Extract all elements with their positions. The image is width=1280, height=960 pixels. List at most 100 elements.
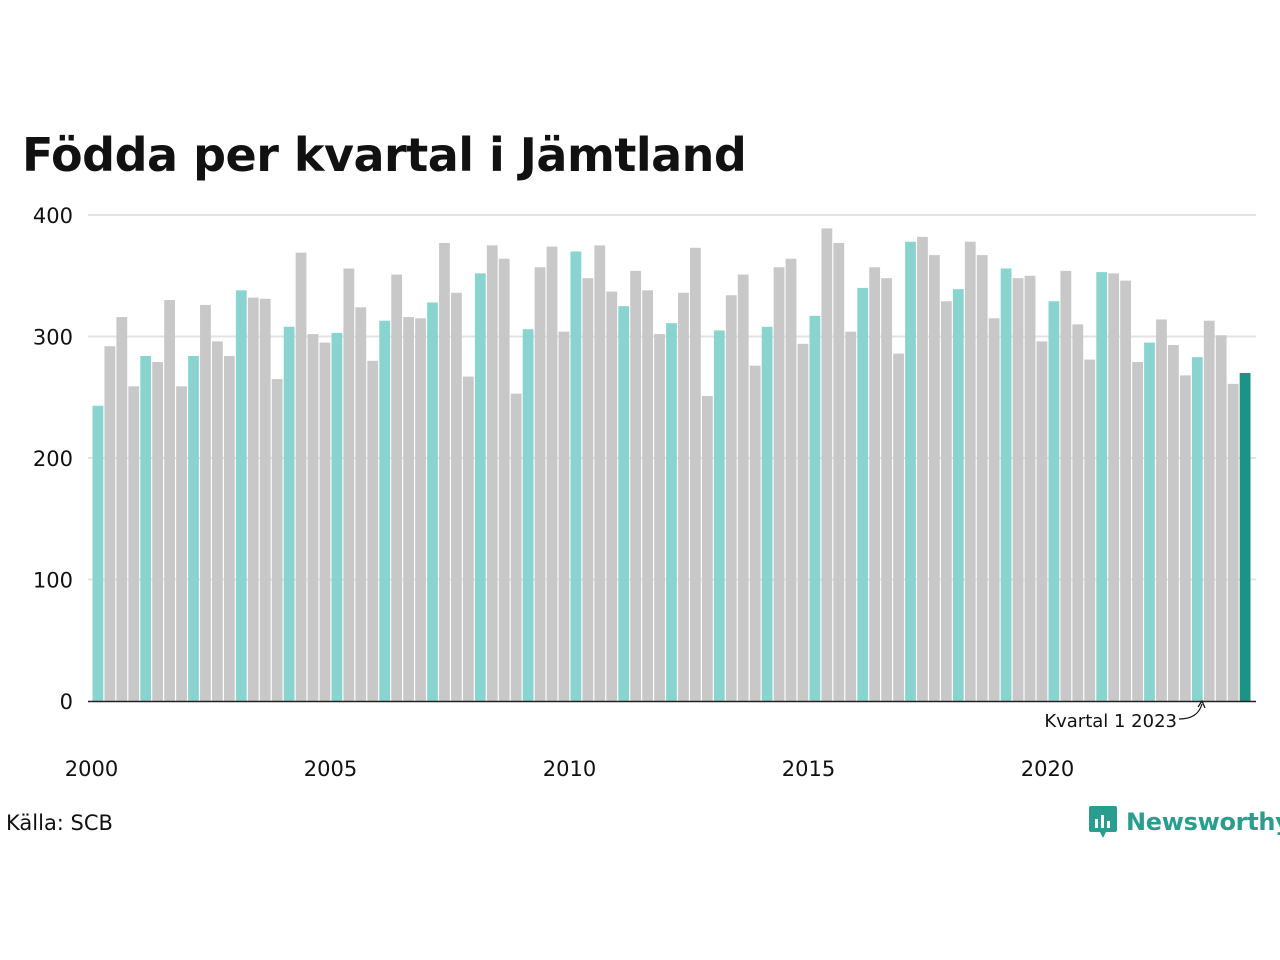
bar — [427, 302, 438, 701]
bar — [546, 246, 558, 701]
bar — [857, 287, 869, 701]
bar — [701, 396, 713, 701]
bar — [1048, 301, 1060, 701]
x-tick-label: 2000 — [65, 757, 118, 781]
bar — [606, 291, 618, 701]
bar — [164, 300, 175, 701]
bar — [1203, 320, 1215, 701]
y-tick-label: 300 — [33, 326, 73, 350]
chart-title: Födda per kvartal i Jämtland — [22, 128, 747, 182]
y-tick-label: 100 — [33, 569, 73, 593]
bar — [486, 245, 498, 702]
bar — [713, 330, 725, 701]
bar — [797, 343, 809, 701]
bar — [439, 242, 450, 701]
bar — [295, 252, 307, 702]
bar — [283, 326, 295, 701]
bar — [917, 236, 928, 701]
bar — [355, 307, 367, 701]
bar — [654, 334, 665, 701]
source-note: Källa: SCB — [6, 811, 113, 835]
bar — [235, 290, 247, 701]
bar — [522, 329, 534, 701]
bar — [1120, 280, 1131, 701]
bar — [833, 242, 845, 701]
bar — [642, 290, 653, 701]
bar — [1156, 319, 1167, 701]
bar — [809, 315, 821, 701]
bar — [1000, 268, 1012, 701]
bar — [1060, 270, 1072, 701]
bar — [379, 320, 391, 701]
bar — [737, 274, 749, 701]
bar — [1108, 273, 1120, 701]
bar — [212, 341, 223, 701]
bar — [1191, 357, 1203, 701]
bar — [1084, 359, 1096, 701]
bar — [905, 241, 916, 702]
bar — [403, 317, 414, 701]
bar — [1024, 275, 1036, 701]
bar — [1168, 345, 1179, 701]
x-tick-label: 2010 — [543, 757, 596, 781]
bar — [307, 334, 319, 701]
bar — [881, 278, 892, 701]
bar — [1239, 372, 1251, 701]
bar — [1096, 272, 1108, 701]
bar — [952, 289, 964, 701]
bar — [594, 245, 606, 702]
bar — [761, 326, 773, 701]
bar — [666, 323, 677, 701]
bar — [869, 267, 881, 701]
bar — [128, 386, 140, 701]
bar — [116, 317, 128, 701]
bar — [474, 273, 486, 701]
bar — [188, 355, 199, 701]
bar — [618, 306, 630, 702]
bar — [140, 355, 152, 701]
bar — [940, 301, 952, 701]
bar — [570, 251, 582, 701]
bar — [929, 255, 940, 701]
bar — [367, 360, 379, 701]
bar — [1144, 342, 1155, 701]
bar — [1036, 341, 1048, 701]
bar — [534, 267, 546, 701]
bar — [331, 332, 343, 701]
bar — [1012, 278, 1024, 701]
bar — [259, 298, 271, 701]
bar — [1132, 362, 1143, 701]
bar — [964, 241, 976, 702]
x-tick-label: 2015 — [782, 757, 835, 781]
bar — [152, 362, 164, 701]
y-tick-label: 200 — [33, 447, 73, 471]
bar — [247, 297, 259, 701]
bar — [749, 365, 761, 701]
bar — [630, 270, 642, 701]
bar — [582, 278, 594, 701]
annotation-label: Kvartal 1 2023 — [1044, 711, 1177, 732]
bar — [690, 247, 701, 701]
bar — [773, 267, 785, 701]
bar — [1072, 324, 1084, 701]
bar — [510, 393, 522, 701]
bar — [678, 292, 689, 701]
bar — [104, 346, 116, 701]
bar — [1227, 383, 1239, 701]
bar — [1179, 375, 1191, 701]
bar — [319, 342, 331, 701]
bar — [200, 304, 211, 701]
bar — [821, 228, 833, 701]
newsworthy-logo-icon — [1089, 806, 1117, 838]
bar — [1215, 335, 1227, 701]
bar — [343, 268, 355, 701]
brand-logo: Newsworthy — [1088, 804, 1280, 840]
bar — [988, 318, 1000, 701]
x-tick-label: 2020 — [1021, 757, 1074, 781]
bar — [415, 318, 426, 701]
y-tick-label: 400 — [33, 204, 73, 228]
bar — [558, 331, 570, 701]
bar — [92, 405, 104, 701]
bar — [176, 386, 187, 701]
bar — [845, 331, 857, 701]
